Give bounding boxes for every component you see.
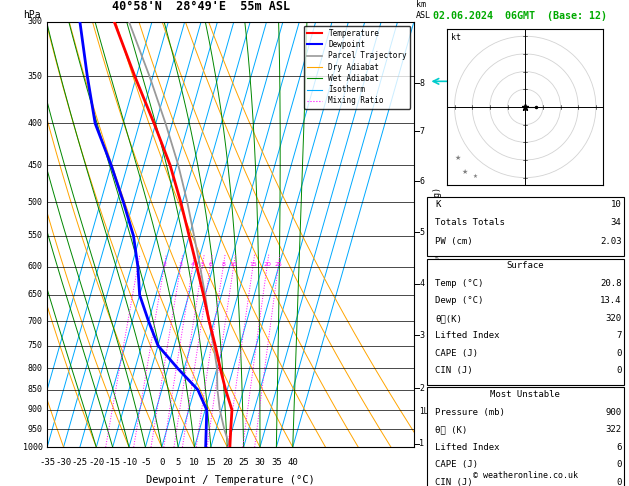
Text: Surface: Surface xyxy=(506,261,544,271)
Text: 35: 35 xyxy=(271,458,282,467)
Text: 15: 15 xyxy=(249,261,257,267)
Text: 34: 34 xyxy=(611,218,621,227)
Text: 5: 5 xyxy=(201,261,204,267)
Text: θᴇ(K): θᴇ(K) xyxy=(435,314,462,323)
Text: 6: 6 xyxy=(420,177,425,186)
Text: 550: 550 xyxy=(28,231,43,241)
Text: -15: -15 xyxy=(104,458,121,467)
Text: 600: 600 xyxy=(28,262,43,271)
Text: 25: 25 xyxy=(274,261,282,267)
Text: 400: 400 xyxy=(28,119,43,128)
Bar xyxy=(427,259,623,385)
Text: 900: 900 xyxy=(28,405,43,415)
Text: Most Unstable: Most Unstable xyxy=(490,390,560,399)
Text: 0: 0 xyxy=(616,366,621,376)
Text: 700: 700 xyxy=(28,317,43,326)
Text: 7: 7 xyxy=(420,127,425,136)
Text: 20: 20 xyxy=(222,458,233,467)
Text: 7: 7 xyxy=(616,331,621,341)
Text: 25: 25 xyxy=(238,458,249,467)
Text: -25: -25 xyxy=(72,458,88,467)
Text: 0: 0 xyxy=(616,349,621,358)
Text: 450: 450 xyxy=(28,160,43,170)
Text: -5: -5 xyxy=(140,458,151,467)
Text: 4: 4 xyxy=(191,261,194,267)
Text: hPa: hPa xyxy=(23,10,41,20)
Text: Mixing Ratio (g/kg): Mixing Ratio (g/kg) xyxy=(433,187,442,282)
Text: 6: 6 xyxy=(616,443,621,452)
Text: Dewp (°C): Dewp (°C) xyxy=(435,296,483,306)
Text: 2.03: 2.03 xyxy=(600,237,621,246)
Bar xyxy=(427,197,623,256)
Text: 02.06.2024  06GMT  (Base: 12): 02.06.2024 06GMT (Base: 12) xyxy=(433,11,607,21)
Text: CIN (J): CIN (J) xyxy=(435,478,472,486)
Text: 0: 0 xyxy=(616,460,621,469)
Text: 900: 900 xyxy=(606,408,621,417)
Text: 8: 8 xyxy=(221,261,225,267)
Text: Lifted Index: Lifted Index xyxy=(435,331,499,341)
Text: -35: -35 xyxy=(39,458,55,467)
Text: 10: 10 xyxy=(230,261,237,267)
Text: Dewpoint / Temperature (°C): Dewpoint / Temperature (°C) xyxy=(146,475,315,485)
Text: 4: 4 xyxy=(420,279,425,288)
Text: -20: -20 xyxy=(88,458,104,467)
Text: © weatheronline.co.uk: © weatheronline.co.uk xyxy=(473,471,577,480)
Text: 350: 350 xyxy=(28,72,43,81)
Text: 0: 0 xyxy=(159,458,164,467)
Bar xyxy=(427,387,623,486)
Text: 2: 2 xyxy=(420,384,425,393)
Text: 8: 8 xyxy=(420,79,425,88)
Text: ★: ★ xyxy=(472,174,477,179)
Text: 300: 300 xyxy=(28,17,43,26)
Text: 2: 2 xyxy=(162,261,166,267)
Text: 3: 3 xyxy=(179,261,182,267)
Text: CAPE (J): CAPE (J) xyxy=(435,460,478,469)
Text: 40: 40 xyxy=(287,458,298,467)
Text: 850: 850 xyxy=(28,385,43,394)
Text: θᴇ (K): θᴇ (K) xyxy=(435,425,467,434)
Text: 5: 5 xyxy=(420,227,425,237)
Text: 3: 3 xyxy=(420,331,425,340)
Text: 322: 322 xyxy=(606,425,621,434)
Text: CAPE (J): CAPE (J) xyxy=(435,349,478,358)
Text: 0: 0 xyxy=(616,478,621,486)
Text: 10: 10 xyxy=(611,200,621,209)
Text: 750: 750 xyxy=(28,341,43,350)
Text: 650: 650 xyxy=(28,291,43,299)
Text: Totals Totals: Totals Totals xyxy=(435,218,505,227)
Text: ★: ★ xyxy=(455,155,461,161)
Text: Temp (°C): Temp (°C) xyxy=(435,279,483,288)
Text: 20: 20 xyxy=(263,261,271,267)
Text: 800: 800 xyxy=(28,364,43,373)
Text: 1: 1 xyxy=(420,439,425,448)
Text: 15: 15 xyxy=(206,458,216,467)
Text: kt: kt xyxy=(451,33,461,42)
Text: -10: -10 xyxy=(121,458,137,467)
Text: Pressure (mb): Pressure (mb) xyxy=(435,408,505,417)
Legend: Temperature, Dewpoint, Parcel Trajectory, Dry Adiabat, Wet Adiabat, Isotherm, Mi: Temperature, Dewpoint, Parcel Trajectory… xyxy=(304,26,410,108)
Text: CIN (J): CIN (J) xyxy=(435,366,472,376)
Text: 320: 320 xyxy=(606,314,621,323)
Text: 5: 5 xyxy=(175,458,181,467)
Text: 10: 10 xyxy=(189,458,200,467)
Text: Lifted Index: Lifted Index xyxy=(435,443,499,452)
Text: 1: 1 xyxy=(136,261,140,267)
Text: 20.8: 20.8 xyxy=(600,279,621,288)
Text: 30: 30 xyxy=(255,458,265,467)
Text: 950: 950 xyxy=(28,424,43,434)
Text: 1LCL: 1LCL xyxy=(420,407,438,417)
Text: -30: -30 xyxy=(55,458,72,467)
Text: 13.4: 13.4 xyxy=(600,296,621,306)
Text: PW (cm): PW (cm) xyxy=(435,237,472,246)
Text: K: K xyxy=(435,200,440,209)
Text: 500: 500 xyxy=(28,198,43,207)
Text: 40°58'N  28°49'E  55m ASL: 40°58'N 28°49'E 55m ASL xyxy=(112,0,290,13)
Text: 1000: 1000 xyxy=(23,443,43,451)
Text: 6: 6 xyxy=(208,261,212,267)
Text: ★: ★ xyxy=(462,169,468,175)
Text: km
ASL: km ASL xyxy=(416,0,431,20)
